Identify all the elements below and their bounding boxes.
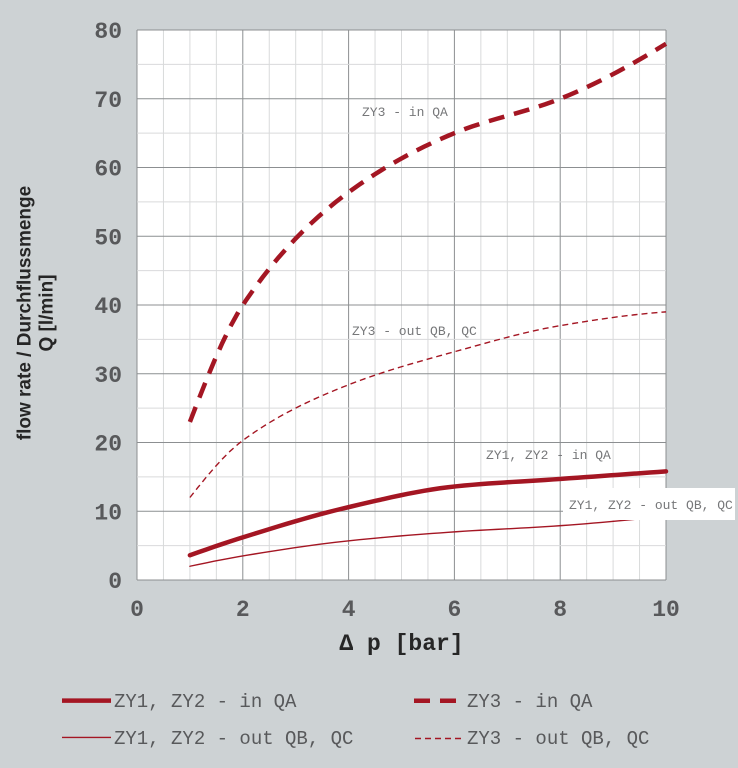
- svg-text:flow rate / Durchflussmenge: flow rate / Durchflussmenge: [14, 186, 35, 440]
- svg-text:ZY1, ZY2 - in QA: ZY1, ZY2 - in QA: [486, 448, 611, 463]
- svg-text:20: 20: [94, 432, 122, 458]
- svg-text:0: 0: [130, 597, 144, 623]
- svg-text:ZY3 - out QB, QC: ZY3 - out QB, QC: [352, 324, 477, 339]
- svg-text:6: 6: [447, 597, 461, 623]
- svg-text:ZY3 - in QA: ZY3 - in QA: [362, 105, 448, 120]
- svg-text:ZY3 - in QA: ZY3 - in QA: [467, 691, 593, 713]
- svg-text:2: 2: [236, 597, 250, 623]
- svg-text:80: 80: [94, 19, 122, 45]
- svg-text:30: 30: [94, 363, 122, 389]
- svg-text:ZY1, ZY2 - in QA: ZY1, ZY2 - in QA: [114, 691, 297, 713]
- svg-text:40: 40: [94, 294, 122, 320]
- svg-text:10: 10: [94, 500, 122, 526]
- svg-text:ZY1, ZY2 - out QB, QC: ZY1, ZY2 - out QB, QC: [114, 728, 353, 750]
- svg-text:8: 8: [553, 597, 567, 623]
- svg-text:0: 0: [108, 569, 122, 595]
- svg-text:ZY1, ZY2 - out QB, QC: ZY1, ZY2 - out QB, QC: [569, 498, 733, 513]
- svg-text:70: 70: [94, 88, 122, 114]
- svg-text:4: 4: [342, 597, 356, 623]
- svg-text:Q [l/min]: Q [l/min]: [37, 274, 58, 351]
- svg-text:10: 10: [652, 597, 680, 623]
- svg-text:60: 60: [94, 157, 122, 183]
- svg-text:ZY3 - out QB, QC: ZY3 - out QB, QC: [467, 728, 649, 750]
- svg-text:Δ p [bar]: Δ p [bar]: [339, 631, 463, 657]
- svg-text:50: 50: [94, 225, 122, 251]
